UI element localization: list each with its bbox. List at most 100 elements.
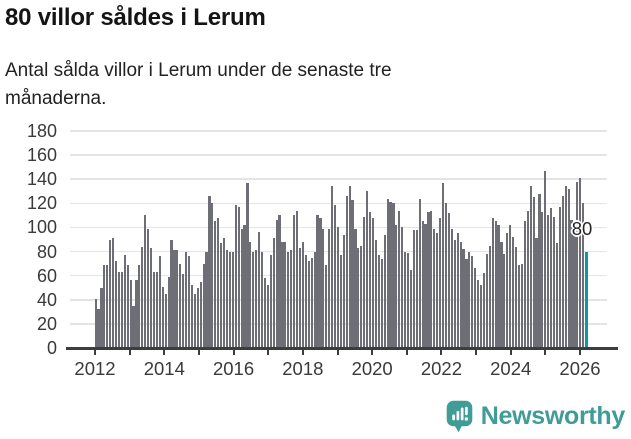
y-tick-label: 40 <box>36 289 57 310</box>
x-tick-label: 2026 <box>559 358 601 379</box>
highlighted-bar <box>585 251 588 348</box>
bar <box>167 276 170 348</box>
x-tick <box>475 349 478 355</box>
bar <box>494 221 497 348</box>
x-tick-label: 2022 <box>420 358 462 379</box>
bar <box>453 239 456 348</box>
x-tick-label: 2020 <box>351 358 393 379</box>
x-tick <box>163 349 166 355</box>
bar <box>366 191 369 348</box>
bar <box>304 255 307 348</box>
bar <box>424 223 427 348</box>
bar <box>439 217 442 348</box>
x-tick <box>267 349 270 355</box>
bar <box>517 264 521 348</box>
bar <box>541 211 544 348</box>
bar <box>255 250 258 348</box>
bar <box>404 251 407 348</box>
y-tick-label: 160 <box>26 145 57 166</box>
bar <box>319 217 322 348</box>
x-tick-label: 2014 <box>143 358 185 379</box>
bar <box>328 228 331 348</box>
bar <box>293 215 296 348</box>
bar <box>485 253 488 348</box>
bar <box>482 273 486 348</box>
bar <box>401 227 404 348</box>
bar <box>193 293 196 348</box>
bar <box>462 249 465 348</box>
bar <box>465 258 468 348</box>
bar <box>205 251 208 348</box>
bar <box>383 234 386 348</box>
bar <box>225 250 229 348</box>
bar <box>339 255 342 348</box>
bar <box>103 264 106 348</box>
bar <box>576 181 579 348</box>
bar <box>295 210 299 348</box>
y-tick-label: 100 <box>26 217 57 238</box>
bar <box>573 228 576 348</box>
bar <box>450 228 453 348</box>
bar <box>471 256 474 348</box>
bar <box>307 261 310 348</box>
bar <box>190 285 194 348</box>
x-tick <box>336 349 339 355</box>
bar <box>497 225 500 348</box>
bar <box>161 286 164 348</box>
bar <box>550 208 553 348</box>
bar <box>129 280 132 348</box>
bar <box>415 229 418 348</box>
bar <box>202 263 205 348</box>
bar <box>170 239 173 348</box>
bar <box>179 263 182 348</box>
bar <box>558 206 561 348</box>
bar <box>249 241 252 348</box>
bar <box>447 212 450 348</box>
bar <box>158 256 161 348</box>
bar <box>187 256 191 348</box>
bar <box>298 247 302 348</box>
bar <box>421 221 424 348</box>
bar <box>214 221 217 348</box>
bar <box>406 252 410 348</box>
y-tick-label: 180 <box>26 121 57 141</box>
bar <box>260 251 264 348</box>
bar <box>240 228 243 348</box>
bar <box>331 186 334 348</box>
bar <box>287 251 290 348</box>
bar <box>301 241 304 348</box>
bar <box>479 285 483 348</box>
chart-subtitle: Antal sålda villor i Lerum under de sena… <box>5 60 392 109</box>
bar <box>258 232 261 348</box>
bar <box>371 217 375 348</box>
bar <box>275 220 278 348</box>
bar <box>290 250 293 348</box>
bar <box>395 225 398 348</box>
bar <box>368 211 372 348</box>
bar <box>252 251 255 348</box>
bar <box>345 196 348 348</box>
bar <box>269 255 272 348</box>
bar <box>313 251 316 348</box>
bar <box>377 255 380 348</box>
bar <box>211 203 214 348</box>
bar <box>135 280 138 348</box>
bar <box>579 178 582 348</box>
x-tick <box>405 349 408 355</box>
bar <box>374 239 377 348</box>
x-tick <box>371 349 374 355</box>
y-tick-label: 140 <box>26 169 57 190</box>
x-tick-label: 2024 <box>490 358 532 379</box>
bar <box>529 186 532 348</box>
y-tick-label: 80 <box>36 241 57 262</box>
bar <box>217 217 220 348</box>
gridline <box>70 130 607 132</box>
bar <box>173 250 176 348</box>
y-tick-label: 0 <box>46 338 57 358</box>
bar <box>126 264 129 348</box>
bar <box>526 210 529 348</box>
bar <box>363 216 366 348</box>
bar <box>272 238 275 348</box>
bar <box>176 250 179 348</box>
bar <box>441 182 445 348</box>
